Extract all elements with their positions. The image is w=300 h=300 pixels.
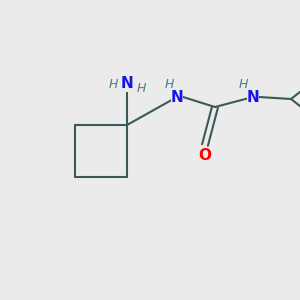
Text: H: H bbox=[164, 77, 174, 91]
Text: H: H bbox=[136, 82, 146, 95]
Text: N: N bbox=[171, 89, 183, 104]
Text: N: N bbox=[247, 89, 260, 104]
Text: H: H bbox=[108, 77, 118, 91]
Text: N: N bbox=[121, 76, 134, 92]
Text: O: O bbox=[199, 148, 212, 163]
Text: H: H bbox=[238, 77, 248, 91]
